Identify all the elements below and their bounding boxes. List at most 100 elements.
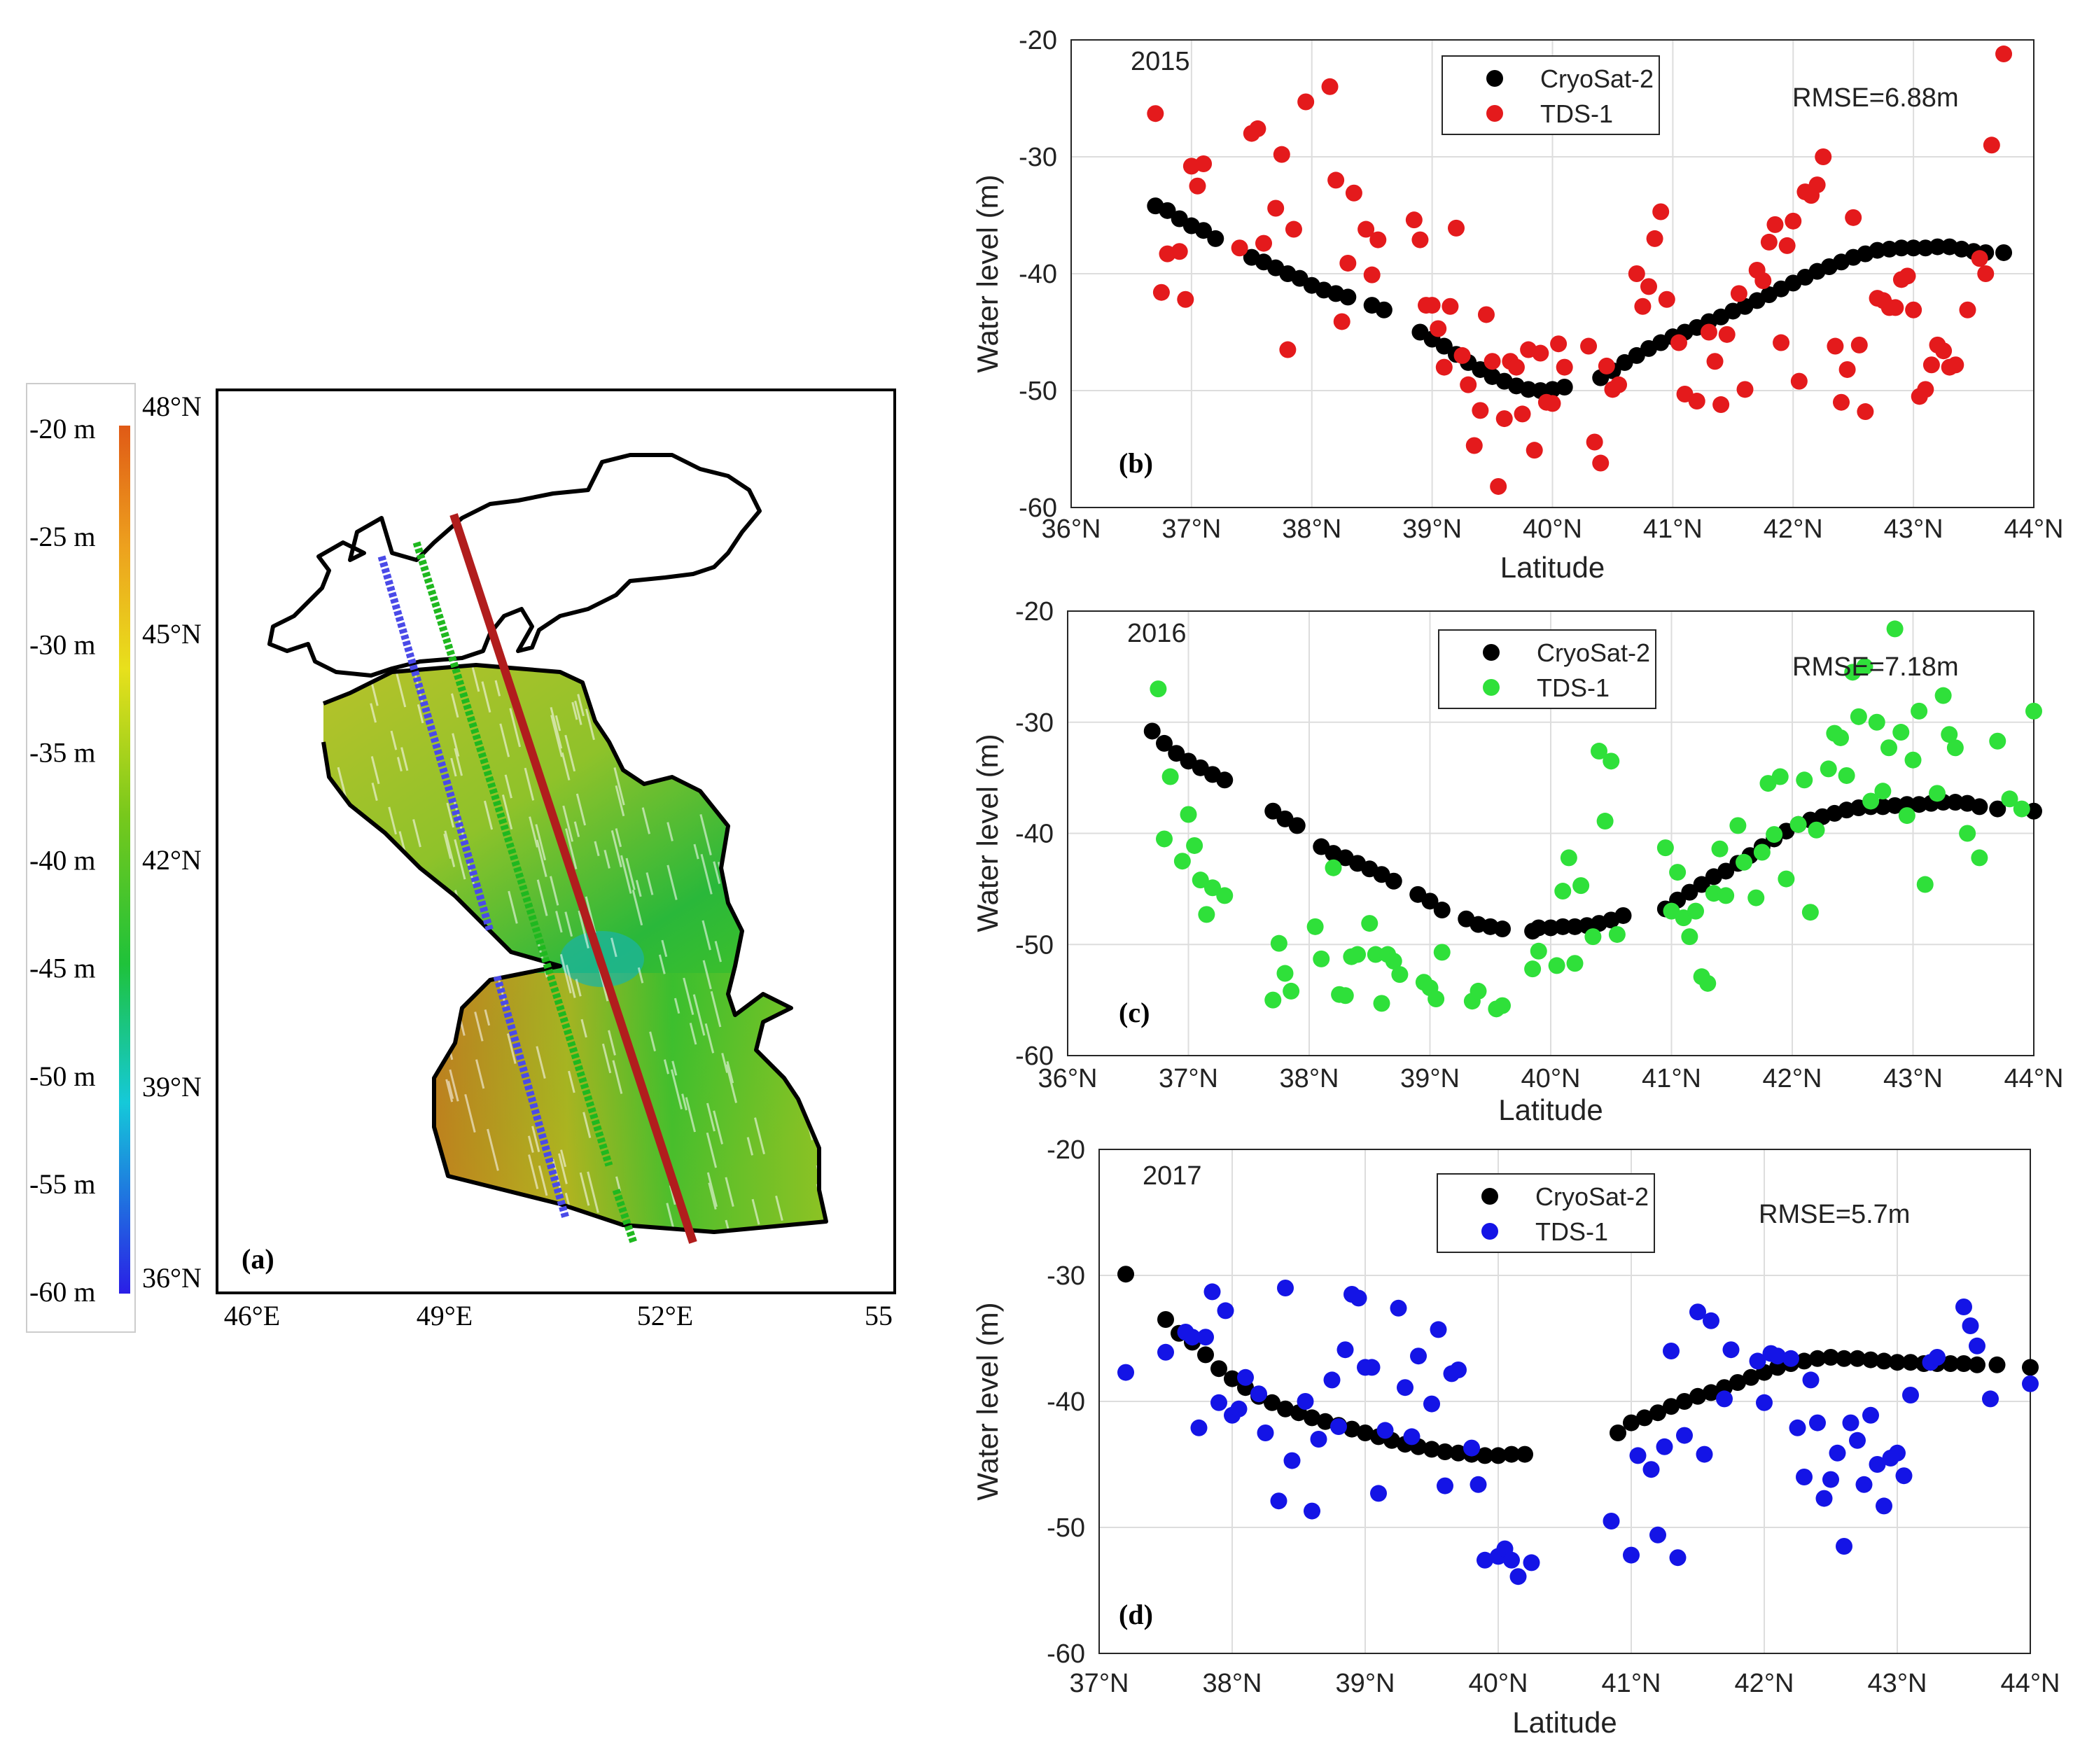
panel-label: (b) — [1119, 447, 1153, 479]
tds-point — [1509, 1568, 1527, 1586]
tds-point — [1700, 323, 1717, 341]
tds-point — [1470, 982, 1487, 1000]
cryosat-point — [1433, 902, 1451, 919]
tds-point — [1524, 960, 1542, 978]
x-tick-label: 39°N — [1402, 514, 1462, 544]
tds-point — [1838, 766, 1855, 784]
tds-point — [1433, 944, 1451, 961]
panel-label: (d) — [1119, 1599, 1153, 1630]
tds-point — [1410, 1348, 1427, 1365]
tds-point — [1327, 172, 1345, 189]
tds-point — [1874, 783, 1892, 800]
cryosat-point — [1796, 1352, 1813, 1370]
cryosat-point — [1423, 1441, 1440, 1458]
x-tick-label: 37°N — [1070, 1669, 1129, 1698]
tds-point — [1586, 433, 1603, 451]
y-tick-label: -30 — [1047, 1261, 1085, 1291]
tds-point — [1868, 713, 1885, 731]
tds-point — [1333, 313, 1350, 330]
x-tick-label: 43°N — [1884, 514, 1943, 544]
tds-point — [1946, 739, 1964, 757]
cryosat-point — [1876, 1352, 1892, 1370]
colorbar-tick-label: -50 m — [29, 1060, 95, 1092]
tds-point — [1554, 883, 1572, 900]
legend-entry: TDS-1 — [1540, 99, 1613, 128]
tds-point — [1345, 184, 1362, 202]
legend-marker — [1481, 1188, 1498, 1205]
cryosat-point — [1264, 802, 1282, 820]
cryosat-point — [1385, 872, 1402, 890]
year-label: 2017 — [1143, 1161, 1202, 1191]
y-axis-label: Water level (m) — [971, 1302, 1004, 1500]
colorbar-ticks: -20 m -25 m -30 m -35 m -40 m -45 m -50 m -55 m… — [29, 413, 95, 1308]
cryosat-point — [1995, 244, 2013, 261]
tds-point — [1845, 209, 1862, 226]
cryosat-point — [1911, 796, 1928, 813]
map-lat-tick-label: 48°N — [142, 391, 202, 422]
x-tick-label: 42°N — [1735, 1669, 1794, 1698]
y-tick-label: -20 — [1015, 597, 1054, 626]
tds-point — [1628, 265, 1645, 282]
cryosat-point — [1195, 222, 1213, 239]
x-tick-label: 39°N — [1336, 1669, 1395, 1698]
tds-point — [1361, 915, 1378, 932]
year-label: 2016 — [1127, 619, 1187, 648]
y-tick-label: -30 — [1015, 708, 1054, 738]
tds-point — [1712, 396, 1730, 414]
tds-point — [1448, 219, 1465, 237]
y-tick-label: -50 — [1047, 1513, 1085, 1543]
tds-point — [2022, 1375, 2039, 1392]
map-lon-ticks: 46°E 49°E 52°E 55 — [224, 1300, 893, 1331]
tds-point — [1983, 136, 2000, 154]
cryosat-point — [1421, 892, 1439, 910]
track-blue-south — [493, 975, 570, 1219]
tds-point — [1771, 768, 1789, 785]
cryosat-point — [1556, 378, 1573, 396]
legend-box — [1442, 55, 1660, 135]
tds-point — [1423, 297, 1441, 314]
tds-point — [1237, 1368, 1254, 1386]
tds-point — [1157, 1343, 1174, 1361]
cryosat-point — [1942, 1355, 1959, 1372]
y-tick-label: -40 — [1015, 820, 1054, 849]
x-tick-label: 40°N — [1469, 1669, 1528, 1698]
x-tick-label: 38°N — [1282, 514, 1341, 544]
tds-point — [1929, 1349, 1946, 1366]
legend-marker — [1486, 105, 1503, 122]
cryosat-point — [1339, 288, 1357, 306]
tds-point — [1297, 93, 1315, 111]
x-tick-label: 37°N — [1159, 1064, 1218, 1093]
tds-point — [1789, 816, 1807, 833]
tds-point — [1203, 1283, 1221, 1301]
tds-point — [1460, 376, 1477, 393]
plot-border — [1067, 610, 2034, 1056]
tds-point — [1760, 233, 1778, 251]
tds-point — [1971, 849, 1988, 867]
tds-point — [1769, 1348, 1786, 1365]
cryosat-point — [1836, 1350, 1852, 1367]
cryosat-point — [1477, 1447, 1493, 1464]
cryosat-point — [1681, 883, 1698, 901]
tds-point — [1369, 231, 1387, 248]
cryosat-point — [1676, 1393, 1693, 1410]
tds-point — [1982, 1390, 1999, 1408]
cryosat-point — [1892, 239, 1910, 257]
tds-point — [1898, 807, 1915, 825]
cryosat-point — [2022, 1359, 2039, 1376]
x-tick-label: 44°N — [2004, 514, 2064, 544]
cryosat-point — [1277, 1400, 1294, 1418]
cryosat-point — [1207, 230, 1224, 247]
plot-border — [1098, 1149, 2031, 1654]
tds-point — [1550, 335, 1568, 353]
tds-point — [1147, 105, 1164, 122]
legend-marker — [1481, 1223, 1498, 1240]
cryosat-point — [1689, 1387, 1706, 1405]
tds-point — [1217, 1302, 1234, 1320]
colorbar — [119, 426, 130, 1294]
tds-point — [1192, 872, 1209, 889]
cryosat-point — [1988, 1356, 2006, 1373]
tds-point — [1886, 620, 1904, 638]
tds-point — [1171, 243, 1188, 260]
map-lon-tick-label: 55 — [865, 1300, 893, 1331]
map-lat-ticks: 48°N 45°N 42°N 39°N 36°N — [142, 391, 202, 1294]
